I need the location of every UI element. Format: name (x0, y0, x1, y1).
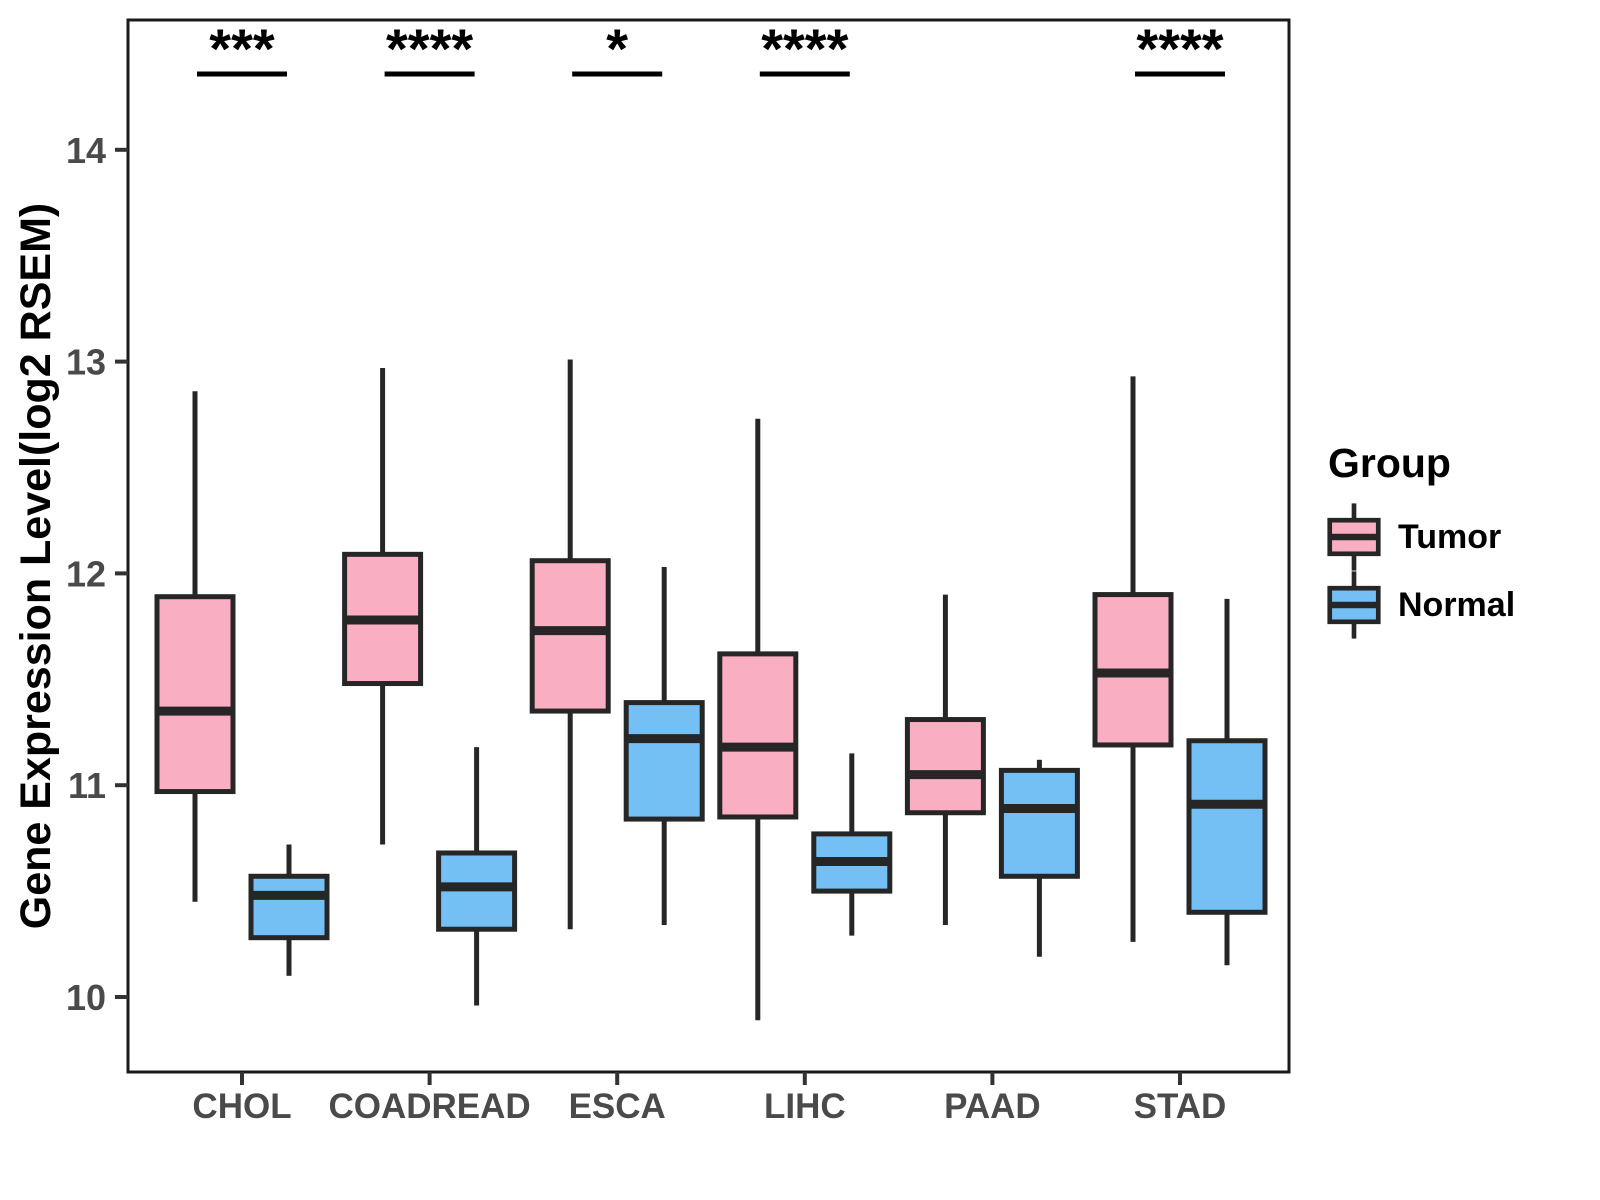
box-tumor-LIHC (717, 651, 799, 820)
significance-label-COADREAD: **** (386, 17, 473, 80)
significance-label-STAD: **** (1136, 17, 1223, 80)
legend-key-tumor-boxplot-icon (1327, 503, 1381, 571)
significance-label-CHOL: *** (209, 17, 275, 80)
x-tick-label-ESCA: ESCA (569, 1087, 666, 1126)
x-tick-label-PAAD: PAAD (944, 1087, 1041, 1126)
legend-entry-normal: Normal (1326, 571, 1596, 639)
y-axis-title: Gene Expression Level(log2 RSEM) (12, 202, 60, 930)
y-tick-label-13: 13 (66, 342, 106, 383)
panel-border (126, 18, 1291, 1074)
significance-label-ESCA: * (606, 17, 628, 80)
box-normal-ESCA (623, 700, 705, 822)
x-tick-label-CHOL: CHOL (192, 1087, 291, 1126)
legend-entry-tumor: Tumor (1326, 503, 1596, 571)
box-tumor-ESCA (529, 558, 611, 714)
y-tick-label-10: 10 (66, 977, 106, 1018)
x-tick-label-STAD: STAD (1134, 1087, 1227, 1126)
box-normal-CHOL (248, 873, 330, 941)
x-tick-label-COADREAD: COADREAD (328, 1087, 530, 1126)
y-tick-label-11: 11 (68, 765, 106, 806)
y-tick-label-12: 12 (66, 553, 106, 594)
legend: Group Tumor Normal (1326, 440, 1596, 639)
box-normal-PAAD (998, 767, 1080, 879)
box-tumor-CHOL (154, 594, 236, 795)
y-tick-label-14: 14 (66, 130, 106, 171)
legend-label-normal: Normal (1398, 585, 1516, 624)
box-tumor-PAAD (904, 717, 986, 816)
legend-title: Group (1328, 440, 1451, 486)
legend-key-normal-boxplot-icon (1327, 571, 1381, 639)
box-normal-STAD (1186, 738, 1268, 915)
legend-label-tumor: Tumor (1398, 517, 1502, 556)
x-tick-label-LIHC: LIHC (764, 1087, 846, 1126)
significance-label-LIHC: **** (761, 17, 848, 80)
